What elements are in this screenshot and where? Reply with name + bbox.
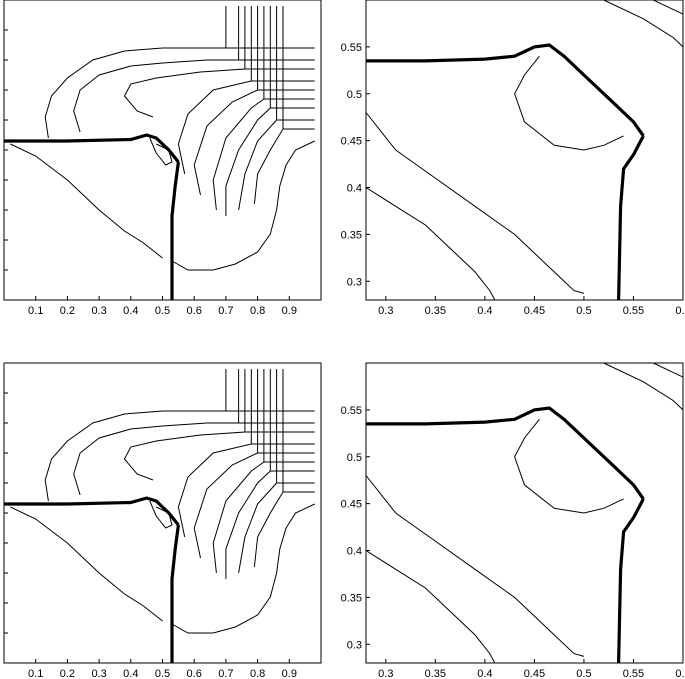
x-tick-label: 0.6 [187,305,202,317]
contour-line [238,369,278,574]
y-tick-label: 0.4 [347,183,362,195]
x-tick-label: 0.4 [123,668,138,679]
contour-line [73,369,240,496]
contour-line [225,6,271,216]
x-tick-label: 0.2 [60,305,75,317]
x-tick-label: 0.45 [524,305,545,317]
contour-line [514,418,624,514]
contour-line [225,369,271,579]
shock-line [4,496,180,526]
y-tick-label: 0.4 [347,546,362,558]
x-tick-label: 0.4 [477,668,492,679]
contour-line [514,55,624,151]
x-tick-label: 0.35 [425,305,446,317]
x-tick-label: 0.9 [282,668,297,679]
contour-line [44,6,227,139]
contour-line [123,6,246,118]
shock-line [366,43,645,137]
plot-frame [3,0,322,301]
shock-line [617,135,645,301]
contour-line [253,369,284,568]
x-tick-label: 0.55 [623,305,644,317]
x-tick-label: 0.3 [378,668,393,679]
contour-line [212,6,265,211]
contour-line [10,506,163,622]
x-tick-label: 0.35 [425,668,446,679]
contour-line [365,550,496,664]
x-tick-label: 0.5 [576,668,591,679]
x-tick-label: 0.5 [576,305,591,317]
x-tick-label: 0.3 [91,305,106,317]
x-tick-label: 0.7 [218,305,233,317]
x-tick-label: 0.5 [155,668,170,679]
contour-line [238,6,278,211]
contour-line [193,6,259,196]
contour-line [603,0,684,48]
y-tick-label: 0.5 [347,452,362,464]
y-tick-label: 0.55 [341,42,362,54]
panel-1: 0.10.20.30.40.50.60.70.80.90.10.20.30.40… [3,0,322,317]
x-tick-label: 0.6 [187,668,202,679]
y-tick-label: 0.3 [347,276,362,288]
shock-line [4,133,180,163]
contour-line [123,369,246,481]
contour-line [365,187,496,301]
contour-line [365,112,585,294]
x-tick-label: 0.8 [250,668,265,679]
contour-line [193,369,259,559]
contour-line [10,143,163,259]
y-tick-label: 0.45 [341,136,362,148]
x-tick-label: 0.1 [28,668,43,679]
x-tick-label: 0.7 [218,668,233,679]
contour-line [73,6,240,133]
x-tick-label: 0.1 [28,305,43,317]
contour-line [653,0,684,15]
x-tick-label: 0.4 [477,305,492,317]
x-tick-label: 0.2 [60,668,75,679]
y-tick-label: 0.55 [341,405,362,417]
contour-line [253,6,284,205]
y-tick-label: 0.45 [341,499,362,511]
panel-4: 0.3 0.35 0.4 0.45 0.5 0.55 0.6 0.3 0.35 0.4 0.45 0.… [341,362,685,679]
shock-line [366,406,645,500]
x-tick-label: 0.9 [282,305,297,317]
contour-line [171,140,315,271]
shock-line [617,498,645,664]
y-tick-label: 0.35 [341,229,362,241]
x-tick-label: 0.3 [378,305,393,317]
contour-line [365,475,585,657]
panel-3: 0.10.20.30.40.50.60.70.80.90.10.20.30.40… [3,362,322,679]
shock-line [170,524,180,663]
x-tick-label: 0.6 [675,668,685,679]
plot-frame [365,362,684,664]
x-tick-label: 0.6 [675,305,685,317]
y-tick-label: 0.5 [347,89,362,101]
x-tick-label: 0.5 [155,305,170,317]
contour-line [171,503,315,634]
contour-line [212,369,265,574]
shock-line [170,161,180,300]
plot-frame [365,0,684,301]
panel-2: 0.3 0.35 0.4 0.45 0.5 0.55 0.6 0.3 0.35 0.4 0.45 0.… [341,0,685,317]
x-tick-label: 0.3 [91,668,106,679]
x-tick-label: 0.4 [123,305,138,317]
contour-line [177,6,252,175]
plot-frame [3,362,322,664]
contour-line [177,369,252,538]
x-tick-label: 0.55 [623,668,644,679]
contour-line [603,362,684,411]
x-tick-label: 0.8 [250,305,265,317]
y-tick-label: 0.3 [347,639,362,651]
contour-line [653,362,684,378]
contour-line [44,369,227,502]
x-tick-label: 0.45 [524,668,545,679]
y-tick-label: 0.35 [341,592,362,604]
